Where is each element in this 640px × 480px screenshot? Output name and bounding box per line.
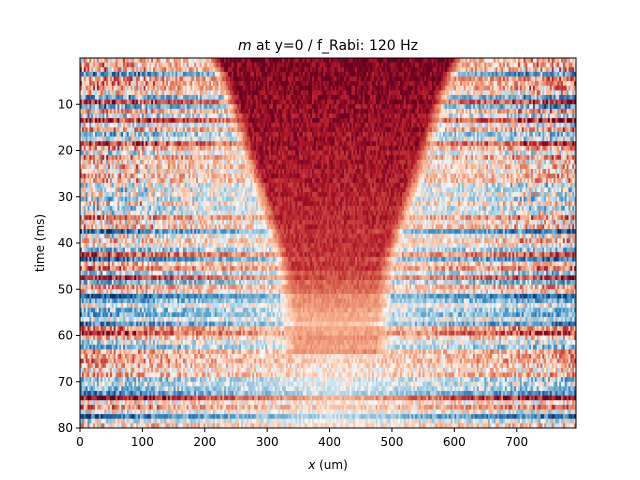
title-variable: m bbox=[238, 38, 252, 54]
title-text: at y=0 / f_Rabi: 120 Hz bbox=[252, 38, 418, 54]
chart-title: m at y=0 / f_Rabi: 120 Hz bbox=[238, 38, 418, 54]
heatmap-plot-area bbox=[80, 58, 576, 428]
